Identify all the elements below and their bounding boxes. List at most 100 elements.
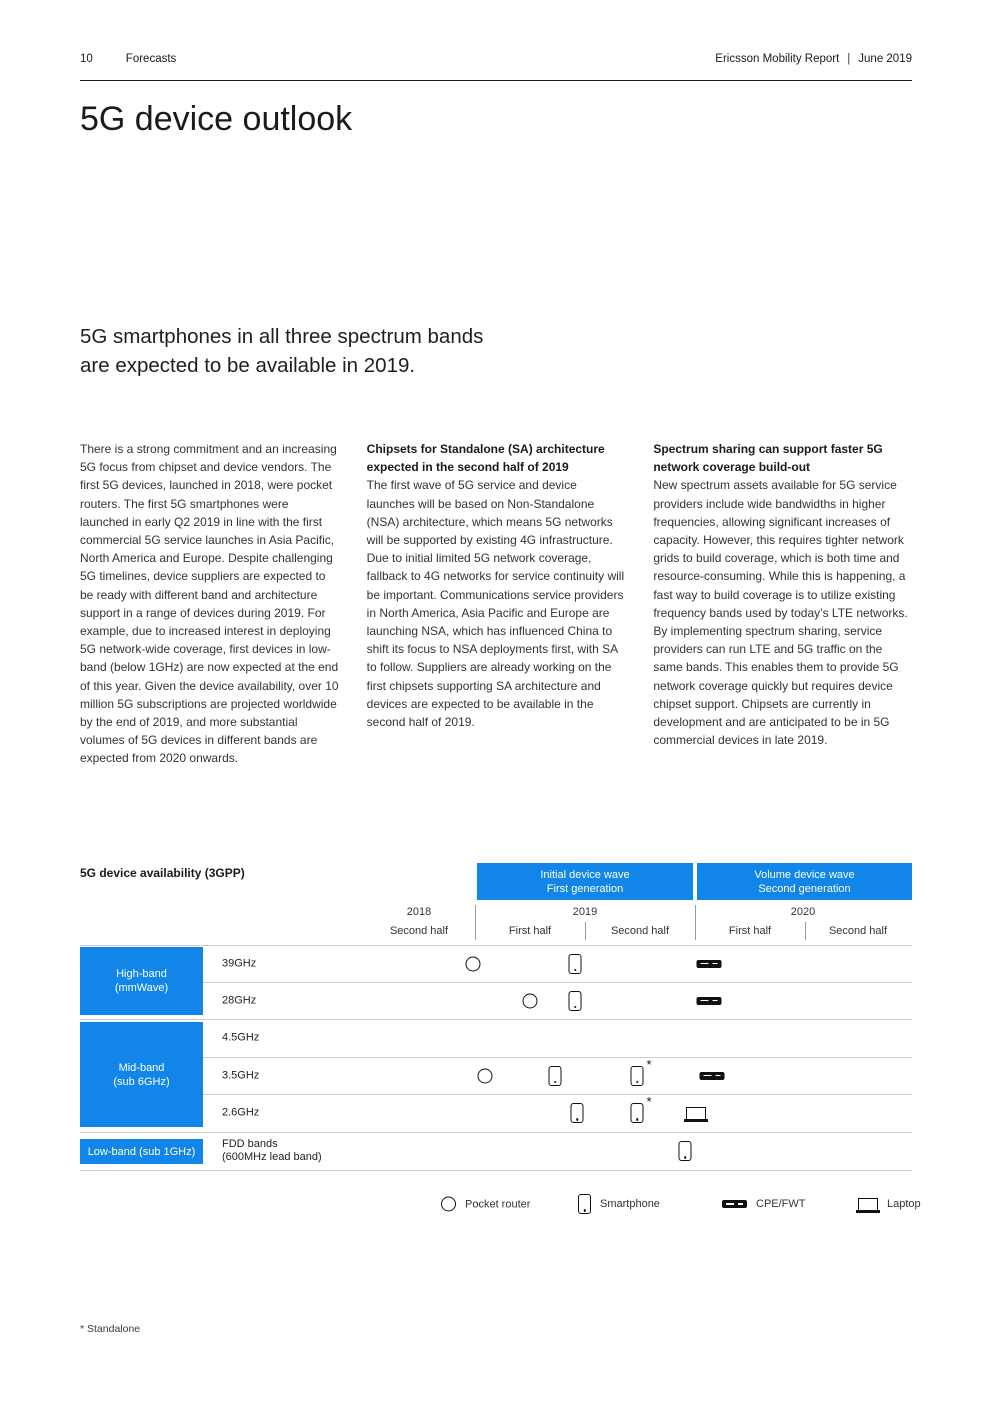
report-date: June 2019 bbox=[858, 53, 912, 65]
frequency-label: FDD bands (600MHz lead band) bbox=[222, 1138, 322, 1163]
wave-header-line1: Volume device wave bbox=[754, 868, 855, 881]
cpe-fwt-icon bbox=[696, 996, 722, 1005]
band-label-box: Low-band (sub 1GHz) bbox=[80, 1139, 203, 1164]
band-label: Low-band (sub 1GHz) bbox=[87, 1145, 196, 1158]
laptop-icon bbox=[856, 1198, 880, 1213]
smartphone-icon bbox=[630, 1103, 644, 1123]
gridline bbox=[80, 1057, 912, 1058]
page-header: 10 Forecasts Ericsson Mobility Report | … bbox=[80, 53, 912, 65]
wave-header-line2: Second generation bbox=[758, 882, 851, 895]
standalone-asterisk: * bbox=[646, 1094, 652, 1109]
header-separator: | bbox=[847, 53, 851, 65]
page-title: 5G device outlook bbox=[80, 100, 353, 138]
legend-item: CPE/FWT bbox=[722, 1198, 806, 1210]
legend-label: Pocket router bbox=[465, 1198, 531, 1210]
body-column-3: Spectrum sharing can support faster 5G n… bbox=[653, 440, 912, 768]
frequency-label: 3.5GHz bbox=[222, 1069, 260, 1081]
footnote: * Standalone bbox=[80, 1323, 141, 1335]
frequency-label: 4.5GHz bbox=[222, 1031, 260, 1044]
half-label: Second half bbox=[828, 925, 888, 937]
axis-tick bbox=[695, 905, 696, 940]
smartphone-icon bbox=[630, 1065, 644, 1086]
band-label-box: Mid-band (sub 6GHz) bbox=[80, 1022, 203, 1127]
body-column-1: There is a strong commitment and an incr… bbox=[80, 440, 339, 768]
device-mark bbox=[548, 1065, 562, 1086]
device-mark: * bbox=[630, 1057, 652, 1086]
band-sublabel: (mmWave) bbox=[114, 982, 169, 994]
page-number: 10 bbox=[80, 53, 93, 65]
lede-statement: 5G smartphones in all three spectrum ban… bbox=[80, 325, 484, 377]
header-rule bbox=[80, 80, 912, 81]
body-columns: There is a strong commitment and an incr… bbox=[80, 440, 912, 768]
smartphone-icon bbox=[568, 990, 582, 1011]
axis-tick bbox=[585, 922, 586, 940]
gridline bbox=[80, 945, 912, 946]
laptop-icon bbox=[684, 1107, 708, 1122]
wave-header-line2: First generation bbox=[546, 882, 624, 895]
device-mark bbox=[568, 953, 582, 974]
pocket-router-icon bbox=[477, 1068, 493, 1083]
device-mark bbox=[465, 956, 481, 971]
gridline bbox=[80, 1170, 912, 1171]
wave-header-2: Volume device wave Second generation bbox=[697, 863, 912, 900]
wave-header-1: Initial device wave First generation bbox=[477, 863, 693, 900]
band-label: High-band bbox=[116, 968, 167, 980]
device-mark bbox=[570, 1103, 584, 1123]
standalone-asterisk: * bbox=[646, 1056, 652, 1072]
device-mark bbox=[568, 990, 582, 1011]
gridline bbox=[80, 1132, 912, 1133]
cpe-fwt-icon bbox=[699, 1071, 725, 1080]
smartphone-icon bbox=[568, 953, 582, 974]
pocket-router-icon bbox=[441, 1196, 456, 1212]
year-label: 2019 bbox=[572, 906, 598, 918]
cpe-fwt-icon bbox=[696, 959, 722, 968]
device-mark bbox=[696, 996, 722, 1005]
device-mark bbox=[696, 959, 722, 968]
wave-header-line1: Initial device wave bbox=[540, 868, 630, 881]
gridline bbox=[80, 1094, 912, 1095]
pocket-router-icon bbox=[465, 956, 481, 971]
header-left: 10 Forecasts bbox=[80, 53, 176, 65]
band-label: Mid-band bbox=[118, 1061, 165, 1074]
smartphone-icon bbox=[678, 1141, 692, 1161]
device-mark bbox=[522, 993, 538, 1008]
column-heading: Spectrum sharing can support faster 5G n… bbox=[653, 442, 883, 475]
smartphone-icon bbox=[570, 1103, 584, 1123]
device-mark: * bbox=[630, 1094, 652, 1123]
column-body: New spectrum assets available for 5G ser… bbox=[653, 478, 908, 748]
smartphone-icon bbox=[548, 1065, 562, 1086]
legend-item: Pocket router bbox=[441, 1196, 531, 1212]
half-label: First half bbox=[728, 925, 772, 937]
body-column-2: Chipsets for Standalone (SA) architectur… bbox=[367, 440, 626, 768]
axis-tick bbox=[805, 922, 806, 940]
frequency-label: 28GHz bbox=[222, 994, 257, 1006]
column-heading: Chipsets for Standalone (SA) architectur… bbox=[366, 442, 605, 475]
frequency-label: 39GHz bbox=[222, 957, 257, 969]
column-body: The first wave of 5G service and device … bbox=[366, 478, 625, 730]
half-label: Second half bbox=[389, 925, 449, 937]
frequency-label: 2.6GHz bbox=[222, 1106, 260, 1119]
legend-label: Smartphone bbox=[600, 1198, 660, 1210]
report-title: Ericsson Mobility Report bbox=[715, 53, 840, 65]
year-label: 2018 bbox=[406, 906, 432, 918]
half-label: Second half bbox=[610, 925, 670, 937]
half-label: First half bbox=[508, 925, 552, 937]
legend-item: Smartphone bbox=[578, 1194, 660, 1214]
device-mark bbox=[699, 1071, 725, 1080]
legend-label: Laptop bbox=[887, 1198, 921, 1210]
gridline bbox=[80, 982, 912, 983]
legend-label: CPE/FWT bbox=[756, 1198, 806, 1210]
year-label: 2020 bbox=[790, 906, 816, 918]
column-body: There is a strong commitment and an incr… bbox=[80, 442, 339, 766]
axis-tick bbox=[475, 905, 476, 940]
legend-item: Laptop bbox=[856, 1198, 921, 1213]
pocket-router-icon bbox=[522, 993, 538, 1008]
device-mark bbox=[678, 1141, 692, 1161]
band-sublabel: (sub 6GHz) bbox=[113, 1075, 170, 1088]
band-label-box: High-band (mmWave) bbox=[80, 947, 203, 1015]
device-mark bbox=[684, 1107, 708, 1122]
availability-figure: 5G device availability (3GPP) Initial dev… bbox=[80, 860, 921, 1240]
gridline bbox=[80, 1019, 912, 1020]
smartphone-icon bbox=[578, 1194, 591, 1214]
